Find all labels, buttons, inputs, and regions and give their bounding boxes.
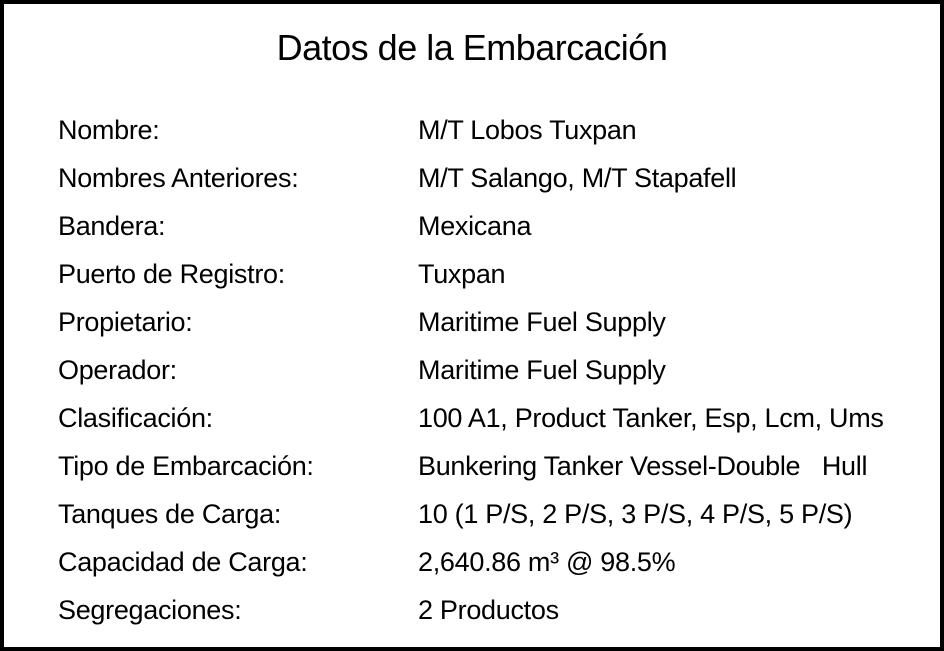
field-value: 2,640.86 m³ @ 98.5% xyxy=(418,546,676,577)
field-label: Propietario: xyxy=(58,306,193,337)
field-value: 10 (1 P/S, 2 P/S, 3 P/S, 4 P/S, 5 P/S) xyxy=(418,498,853,529)
field-label: Puerto de Registro: xyxy=(58,258,285,289)
field-row-clasificacion: Clasificación: 100 A1, Product Tanker, E… xyxy=(58,394,930,442)
field-label: Tanques de Carga: xyxy=(58,498,282,529)
field-label: Tipo de Embarcación: xyxy=(58,450,314,481)
field-value: 100 A1, Product Tanker, Esp, Lcm, Ums xyxy=(418,402,884,433)
field-label: Bandera: xyxy=(58,210,166,241)
field-row-segregaciones: Segregaciones: 2 Productos xyxy=(58,586,930,634)
field-label: Capacidad de Carga: xyxy=(58,546,308,577)
vessel-data-list: Nombre: M/T Lobos Tuxpan Nombres Anterio… xyxy=(58,106,930,634)
field-row-puerto-de-registro: Puerto de Registro: Tuxpan xyxy=(58,250,930,298)
field-row-propietario: Propietario: Maritime Fuel Supply xyxy=(58,298,930,346)
page-title: Datos de la Embarcación xyxy=(276,27,668,68)
field-label: Clasificación: xyxy=(58,402,213,433)
field-label: Segregaciones: xyxy=(58,594,242,625)
field-value: Tuxpan xyxy=(418,258,506,289)
field-value: Maritime Fuel Supply xyxy=(418,354,666,385)
field-row-operador: Operador: Maritime Fuel Supply xyxy=(58,346,930,394)
field-label: Nombre: xyxy=(58,114,160,145)
field-row-tipo-de-embarcacion: Tipo de Embarcación: Bunkering Tanker Ve… xyxy=(58,442,930,490)
field-row-nombres-anteriores: Nombres Anteriores: M/T Salango, M/T Sta… xyxy=(58,154,930,202)
field-value: Mexicana xyxy=(418,210,532,241)
field-row-nombre: Nombre: M/T Lobos Tuxpan xyxy=(58,106,930,154)
field-value: Maritime Fuel Supply xyxy=(418,306,666,337)
field-row-capacidad-de-carga: Capacidad de Carga: 2,640.86 m³ @ 98.5% xyxy=(58,538,930,586)
field-value: M/T Salango, M/T Stapafell xyxy=(418,162,737,193)
field-row-tanques-de-carga: Tanques de Carga: 10 (1 P/S, 2 P/S, 3 P/… xyxy=(58,490,930,538)
field-label: Nombres Anteriores: xyxy=(58,162,299,193)
field-value: Bunkering Tanker Vessel-Double Hull xyxy=(418,450,868,481)
field-value: M/T Lobos Tuxpan xyxy=(418,114,637,145)
field-value: 2 Productos xyxy=(418,594,559,625)
field-label: Operador: xyxy=(58,354,177,385)
field-row-bandera: Bandera: Mexicana xyxy=(58,202,930,250)
